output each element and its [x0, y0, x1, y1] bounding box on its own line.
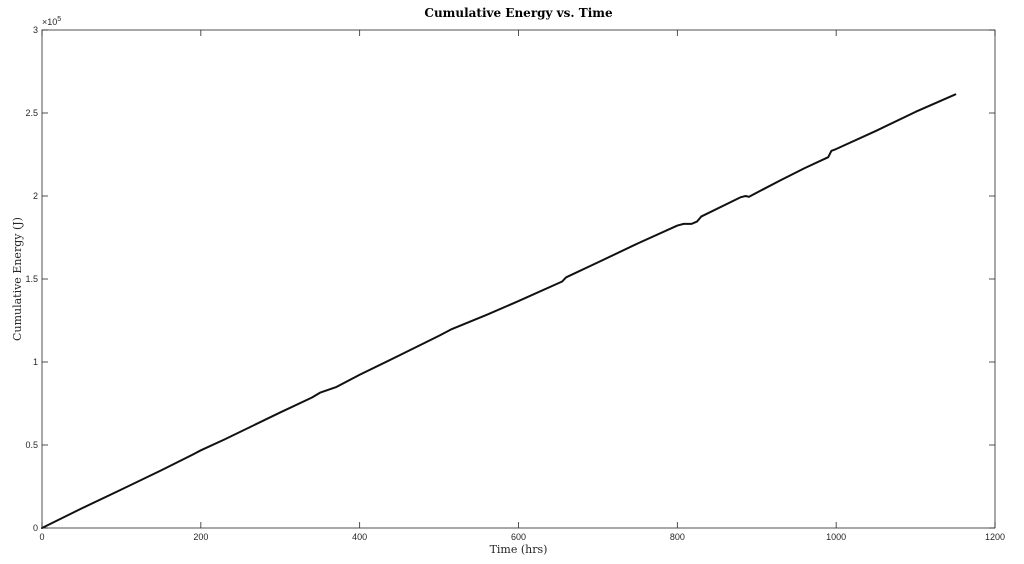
x-tick-label: 600	[511, 532, 526, 542]
series-layer	[41, 93, 957, 529]
y-tick-label: 2.5	[25, 108, 38, 118]
y-tick-label: 2	[33, 191, 38, 201]
x-tick-label: 0	[39, 532, 44, 542]
y-tick-label: 0	[33, 523, 38, 533]
y-tick-label: 1.5	[25, 274, 38, 284]
x-tick-label: 1000	[826, 532, 846, 542]
y-exponent-label: ×105	[42, 16, 61, 27]
x-axis-label: Time (hrs)	[490, 543, 548, 556]
plot-background	[42, 30, 995, 528]
y-tick-label: 3	[33, 25, 38, 35]
ticks-layer: 0 200 400 600 800 1000 1200 0 0.5 1 1.5 2 2.5 3	[25, 25, 1005, 542]
x-tick-label: 1200	[985, 532, 1005, 542]
y-tick-label: 1	[33, 357, 38, 367]
y-axis-label: Cumulative Energy (J)	[11, 217, 24, 341]
series-line	[41, 93, 957, 529]
x-tick-label: 400	[352, 532, 367, 542]
chart-title: Cumulative Energy vs. Time	[424, 6, 613, 20]
y-tick-label: 0.5	[25, 440, 38, 450]
plot-frame	[41, 29, 996, 529]
x-tick-label: 200	[193, 532, 208, 542]
x-tick-label: 800	[670, 532, 685, 542]
